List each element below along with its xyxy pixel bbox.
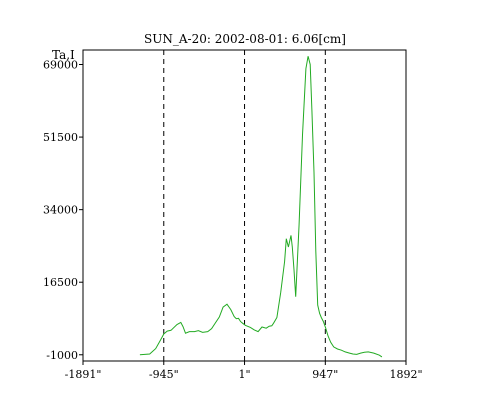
x-axis-ticks: -1891" -945" 1" 947" 1892"	[65, 361, 423, 381]
x-tick-label-2: 1"	[239, 368, 251, 381]
y-tick-label-2: 34000	[43, 204, 78, 217]
x-tick-label-3: 947"	[312, 368, 338, 381]
series-line-0	[139, 56, 383, 358]
y-tick-label-1: 16500	[43, 276, 78, 289]
y-tick-label-4: 69000	[43, 59, 78, 72]
x-tick-label-1: -945"	[149, 368, 179, 381]
y-tick-label-3: 51500	[43, 131, 78, 144]
x-tick-label-4: 1892"	[389, 368, 422, 381]
data-series-layer	[139, 56, 383, 358]
chart-title: SUN_A-20: 2002-08-01: 6.06[cm]	[144, 32, 346, 46]
reference-lines	[163, 50, 326, 361]
y-axis-label: Ta,I	[52, 48, 75, 62]
y-axis-ticks: -1000 16500 34000 51500 69000	[43, 59, 83, 362]
y-tick-label-0: -1000	[46, 349, 78, 362]
x-tick-label-0: -1891"	[65, 368, 102, 381]
